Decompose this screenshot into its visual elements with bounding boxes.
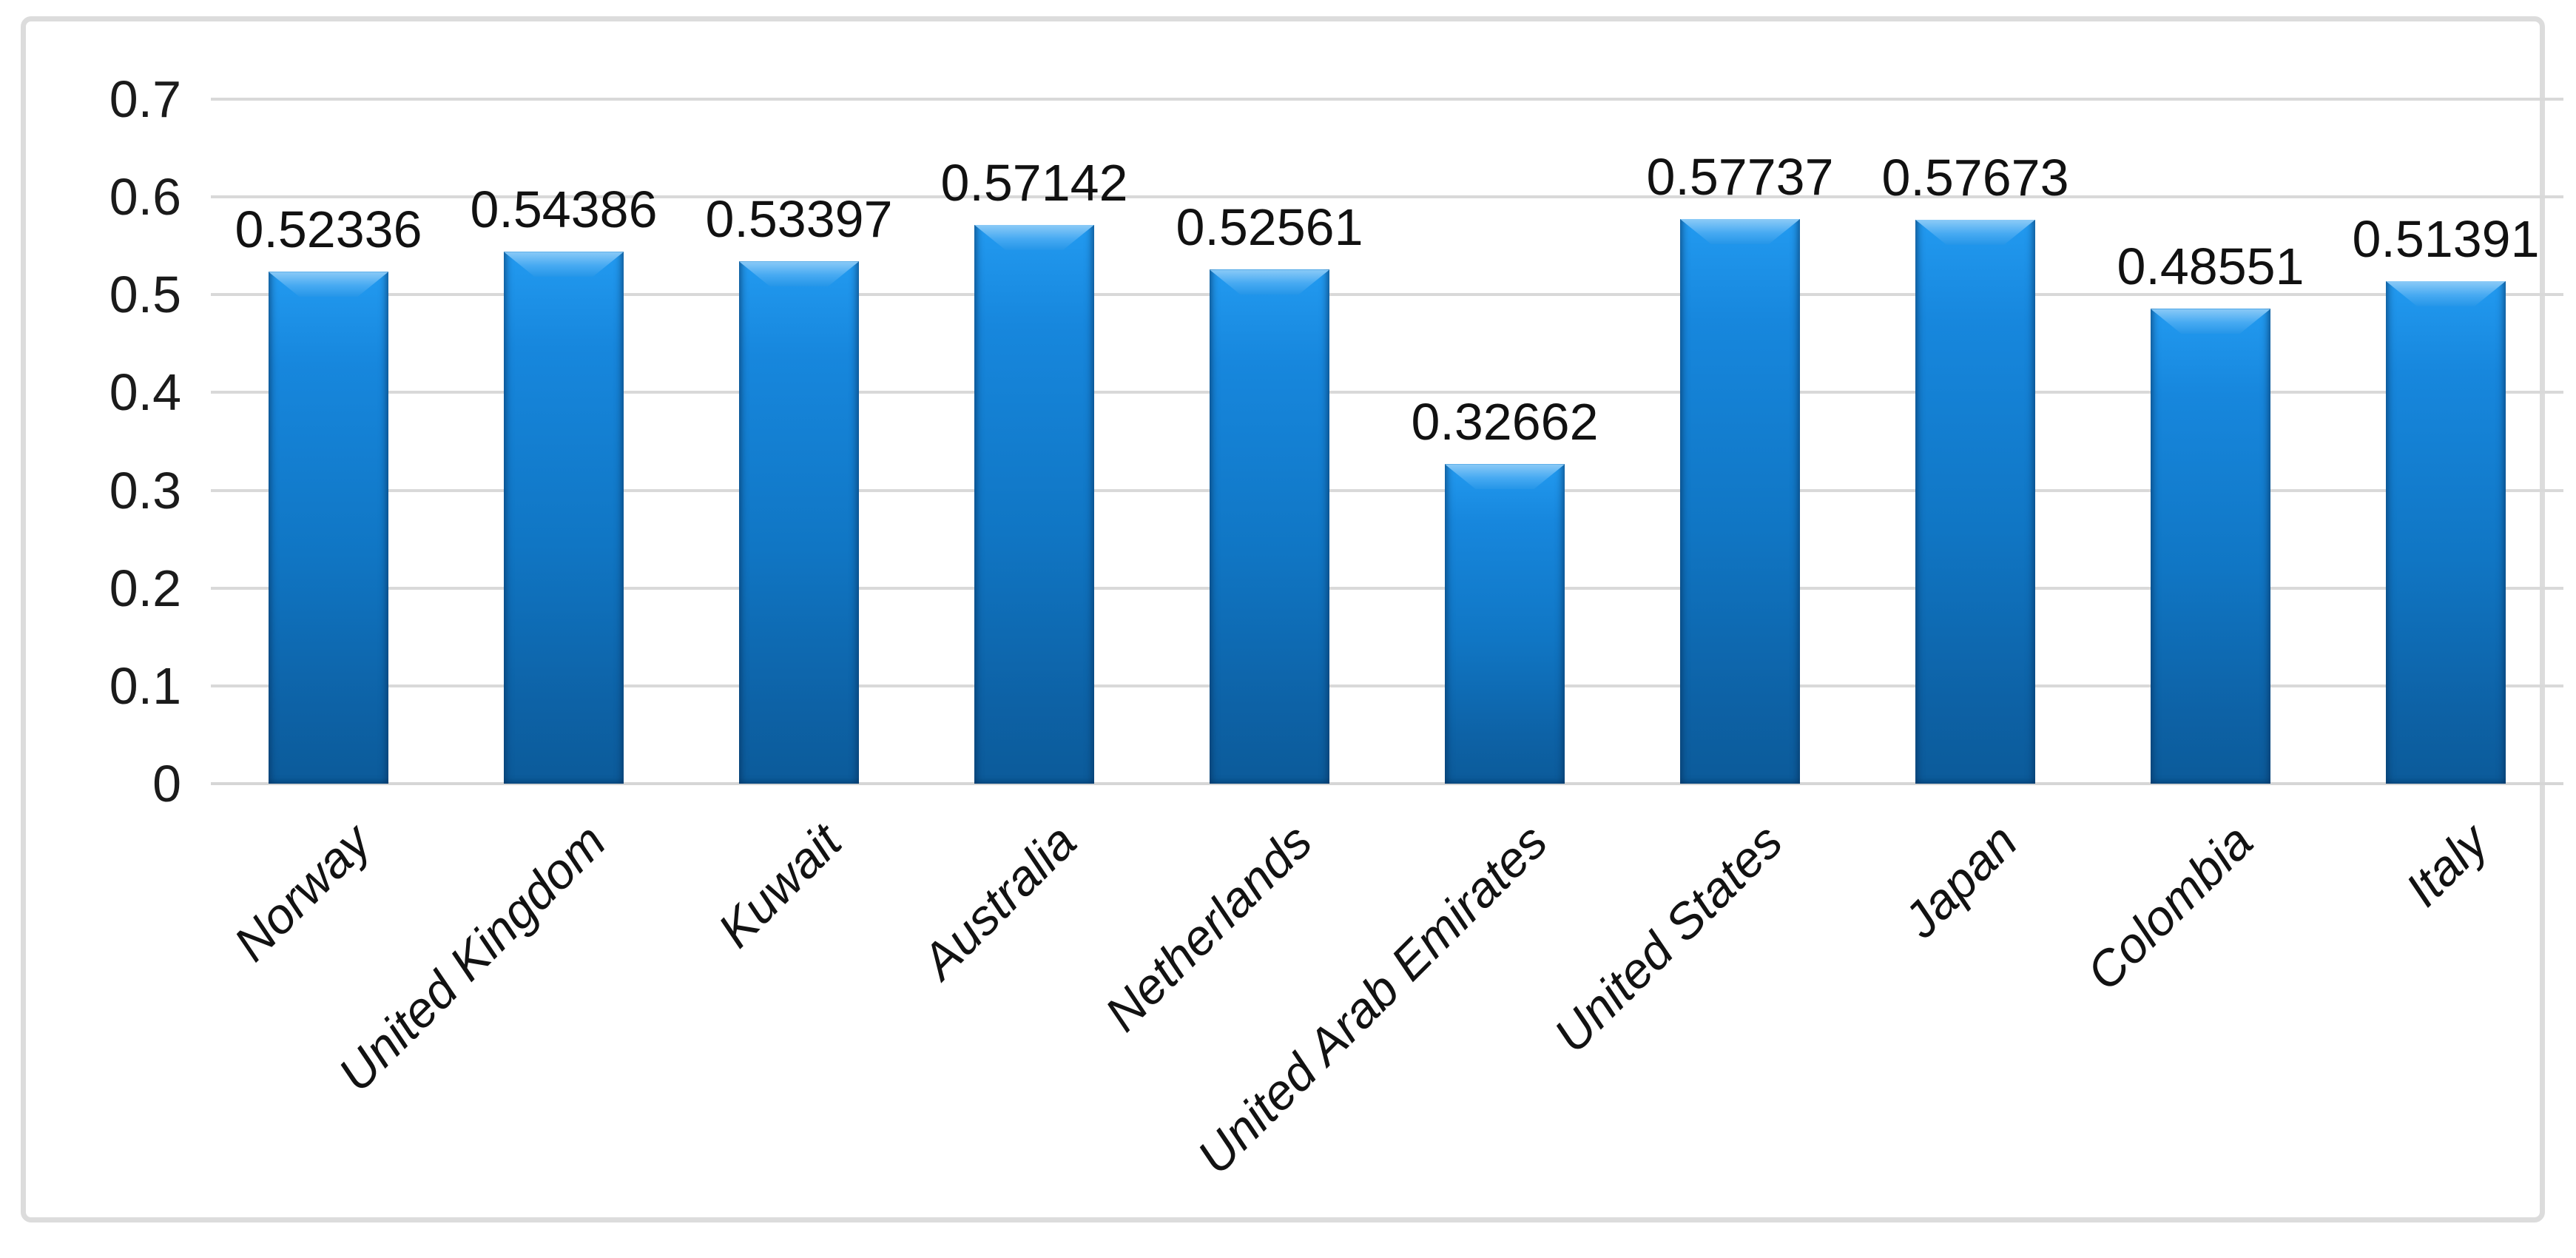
y-tick-label: 0.7 (109, 70, 181, 128)
bar-australia (974, 224, 1094, 784)
bar-slot: 0.48551 (2093, 99, 2328, 784)
bar-united-arab-emirates (1445, 464, 1565, 784)
value-label: 0.57737 (1646, 148, 1834, 206)
x-category-label: United States (1543, 813, 1793, 1064)
value-label: 0.32662 (1411, 393, 1599, 451)
bar-italy (2386, 280, 2506, 784)
gridline (211, 391, 2563, 394)
value-label: 0.57673 (1881, 148, 2069, 206)
bar-slot: 0.57142 (917, 99, 1152, 784)
x-category-label: Netherlands (1094, 813, 1323, 1043)
bar-series: 0.52336 0.54386 0.53397 0.57142 0.52561 0.326… (211, 99, 2563, 784)
value-label: 0.54386 (470, 181, 658, 239)
gridline (211, 684, 2563, 687)
bar-slot: 0.52336 (211, 99, 446, 784)
y-tick-label: 0.4 (109, 363, 181, 422)
bar-japan (1915, 219, 2035, 784)
bar-united-states (1680, 219, 1800, 784)
bar-slot: 0.51391 (2328, 99, 2563, 784)
bar-slot: 0.53397 (681, 99, 917, 784)
value-label: 0.53397 (705, 190, 893, 249)
value-label: 0.52336 (235, 201, 422, 259)
x-category-label: Colombia (2076, 813, 2264, 1001)
x-category-label: Italy (2395, 813, 2499, 918)
y-axis-tick-labels: 0.7 0.6 0.5 0.4 0.3 0.2 0.1 0 (55, 73, 181, 810)
gridline (211, 586, 2563, 590)
bar-slot: 0.57737 (1622, 99, 1858, 784)
gridline (211, 488, 2563, 492)
y-tick-label: 0 (152, 755, 181, 813)
value-label: 0.52561 (1176, 198, 1363, 257)
gridline (211, 195, 2563, 199)
x-category-label: Japan (1893, 813, 2029, 949)
value-label: 0.48551 (2117, 238, 2304, 296)
y-tick-label: 0.5 (109, 266, 181, 324)
value-label: 0.57142 (940, 153, 1128, 212)
bar-slot: 0.52561 (1152, 99, 1387, 784)
bar-slot: 0.57673 (1858, 99, 2093, 784)
bar-norway (269, 272, 388, 784)
x-category-label: Norway (223, 813, 382, 972)
value-label: 0.51391 (2352, 209, 2540, 268)
y-tick-label: 0.3 (109, 461, 181, 519)
bar-slot: 0.32662 (1387, 99, 1622, 784)
x-axis-line (211, 782, 2563, 785)
y-tick-label: 0.1 (109, 656, 181, 715)
y-tick-label: 0.6 (109, 168, 181, 226)
gridline (211, 98, 2563, 101)
bar-kuwait (739, 261, 859, 784)
bar-colombia (2151, 309, 2270, 784)
y-tick-label: 0.2 (109, 559, 181, 617)
gridline (211, 293, 2563, 297)
bar-netherlands (1210, 269, 1329, 784)
x-category-label: Australia (911, 813, 1088, 989)
x-axis-category-labels: Norway United Kingdom Kuwait Australia Nethe… (211, 784, 2563, 1242)
x-category-label: Kuwait (707, 813, 852, 958)
plot-area: 0.52336 0.54386 0.53397 0.57142 0.52561 0.326… (211, 98, 2563, 785)
chart-figure: 0.7 0.6 0.5 0.4 0.3 0.2 0.1 0 0.52336 0.54386 0.5… (21, 16, 2563, 1222)
bar-slot: 0.54386 (446, 99, 681, 784)
bar-united-kingdom (504, 252, 624, 784)
